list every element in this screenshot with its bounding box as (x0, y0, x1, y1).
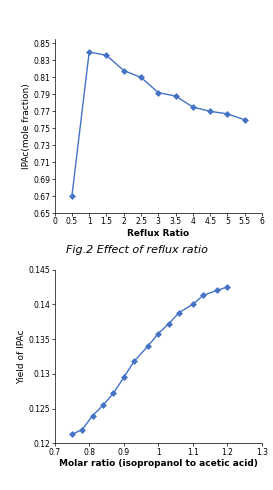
Y-axis label: Yield of IPAc: Yield of IPAc (17, 329, 26, 384)
X-axis label: Reflux Ratio: Reflux Ratio (127, 229, 189, 238)
X-axis label: Molar ratio (isopropanol to acetic acid): Molar ratio (isopropanol to acetic acid) (59, 460, 258, 468)
Y-axis label: IPAc(mole fraction): IPAc(mole fraction) (22, 83, 31, 169)
Text: Fig.2 Effect of reflux ratio: Fig.2 Effect of reflux ratio (66, 245, 207, 255)
